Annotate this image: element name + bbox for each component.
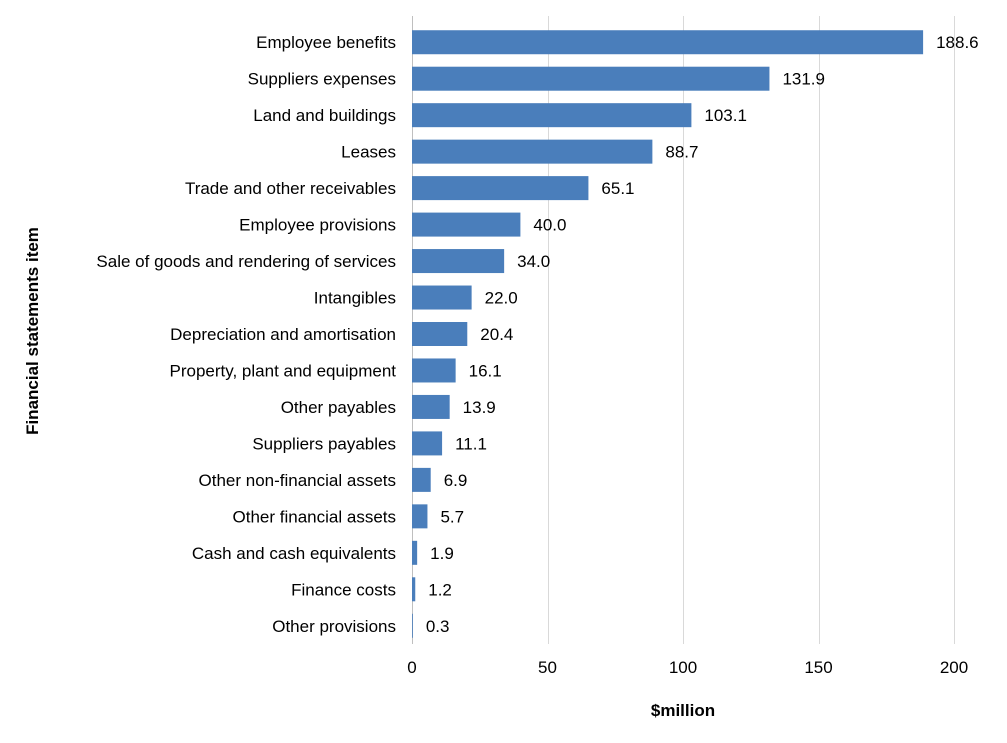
data-label: 188.6 xyxy=(936,33,979,52)
x-tick-label: 200 xyxy=(940,658,968,677)
data-label: 5.7 xyxy=(440,507,464,526)
data-label: 40.0 xyxy=(533,216,566,235)
category-label: Leases xyxy=(341,143,396,162)
x-tick-label: 150 xyxy=(804,658,832,677)
bar xyxy=(412,30,924,55)
data-label: 16.1 xyxy=(469,361,502,380)
data-label: 34.0 xyxy=(517,252,550,271)
bar xyxy=(412,613,413,638)
data-label: 1.2 xyxy=(428,580,452,599)
category-label: Other provisions xyxy=(272,617,396,636)
bar xyxy=(412,431,443,456)
data-label: 88.7 xyxy=(665,143,698,162)
data-labels: 188.6 131.9 103.1 88.7 65.1 40.0 34.0 22.0 20.4 1… xyxy=(426,33,979,636)
data-label: 103.1 xyxy=(704,106,747,125)
category-label: Sale of goods and rendering of services xyxy=(96,252,396,271)
data-label: 22.0 xyxy=(485,289,518,308)
x-tick-labels: 0 50 100 150 200 xyxy=(407,658,968,677)
data-label: 1.9 xyxy=(430,544,454,563)
category-label: Finance costs xyxy=(291,580,396,599)
bar xyxy=(412,577,416,602)
bar xyxy=(412,285,472,310)
category-label: Suppliers payables xyxy=(252,434,396,453)
bar xyxy=(412,139,653,164)
x-tick-label: 0 xyxy=(407,658,416,677)
bar xyxy=(412,540,418,565)
category-label: Other payables xyxy=(281,398,396,417)
category-label: Cash and cash equivalents xyxy=(192,544,396,563)
category-label: Employee provisions xyxy=(239,216,396,235)
category-label: Employee benefits xyxy=(256,33,396,52)
data-label: 0.3 xyxy=(426,617,450,636)
category-label: Property, plant and equipment xyxy=(170,361,397,380)
category-label: Intangibles xyxy=(314,289,396,308)
bars xyxy=(412,30,924,638)
data-label: 11.1 xyxy=(455,434,487,453)
bar xyxy=(412,467,431,492)
category-label: Depreciation and amortisation xyxy=(170,325,396,344)
category-label: Land and buildings xyxy=(253,106,396,125)
bar xyxy=(412,249,505,274)
data-label: 65.1 xyxy=(601,179,634,198)
bar xyxy=(412,322,468,346)
category-label: Other non-financial assets xyxy=(199,471,397,490)
bar xyxy=(412,176,589,201)
category-labels: Employee benefits Suppliers expenses Land … xyxy=(96,33,396,636)
category-label: Trade and other receivables xyxy=(185,179,396,198)
x-axis-title: $million xyxy=(651,701,715,720)
bar xyxy=(412,504,428,529)
category-label: Other financial assets xyxy=(233,507,396,526)
y-axis-title: Financial statements item xyxy=(23,227,42,435)
data-label: 131.9 xyxy=(782,70,825,89)
data-label: 20.4 xyxy=(480,325,513,344)
bar xyxy=(412,394,450,419)
data-label: 6.9 xyxy=(444,471,468,490)
bar xyxy=(412,66,770,91)
bar xyxy=(412,358,456,383)
bar xyxy=(412,103,692,128)
bar xyxy=(412,212,521,237)
x-tick-label: 50 xyxy=(538,658,557,677)
data-label: 13.9 xyxy=(463,398,496,417)
x-tick-label: 100 xyxy=(669,658,697,677)
category-label: Suppliers expenses xyxy=(248,70,396,89)
